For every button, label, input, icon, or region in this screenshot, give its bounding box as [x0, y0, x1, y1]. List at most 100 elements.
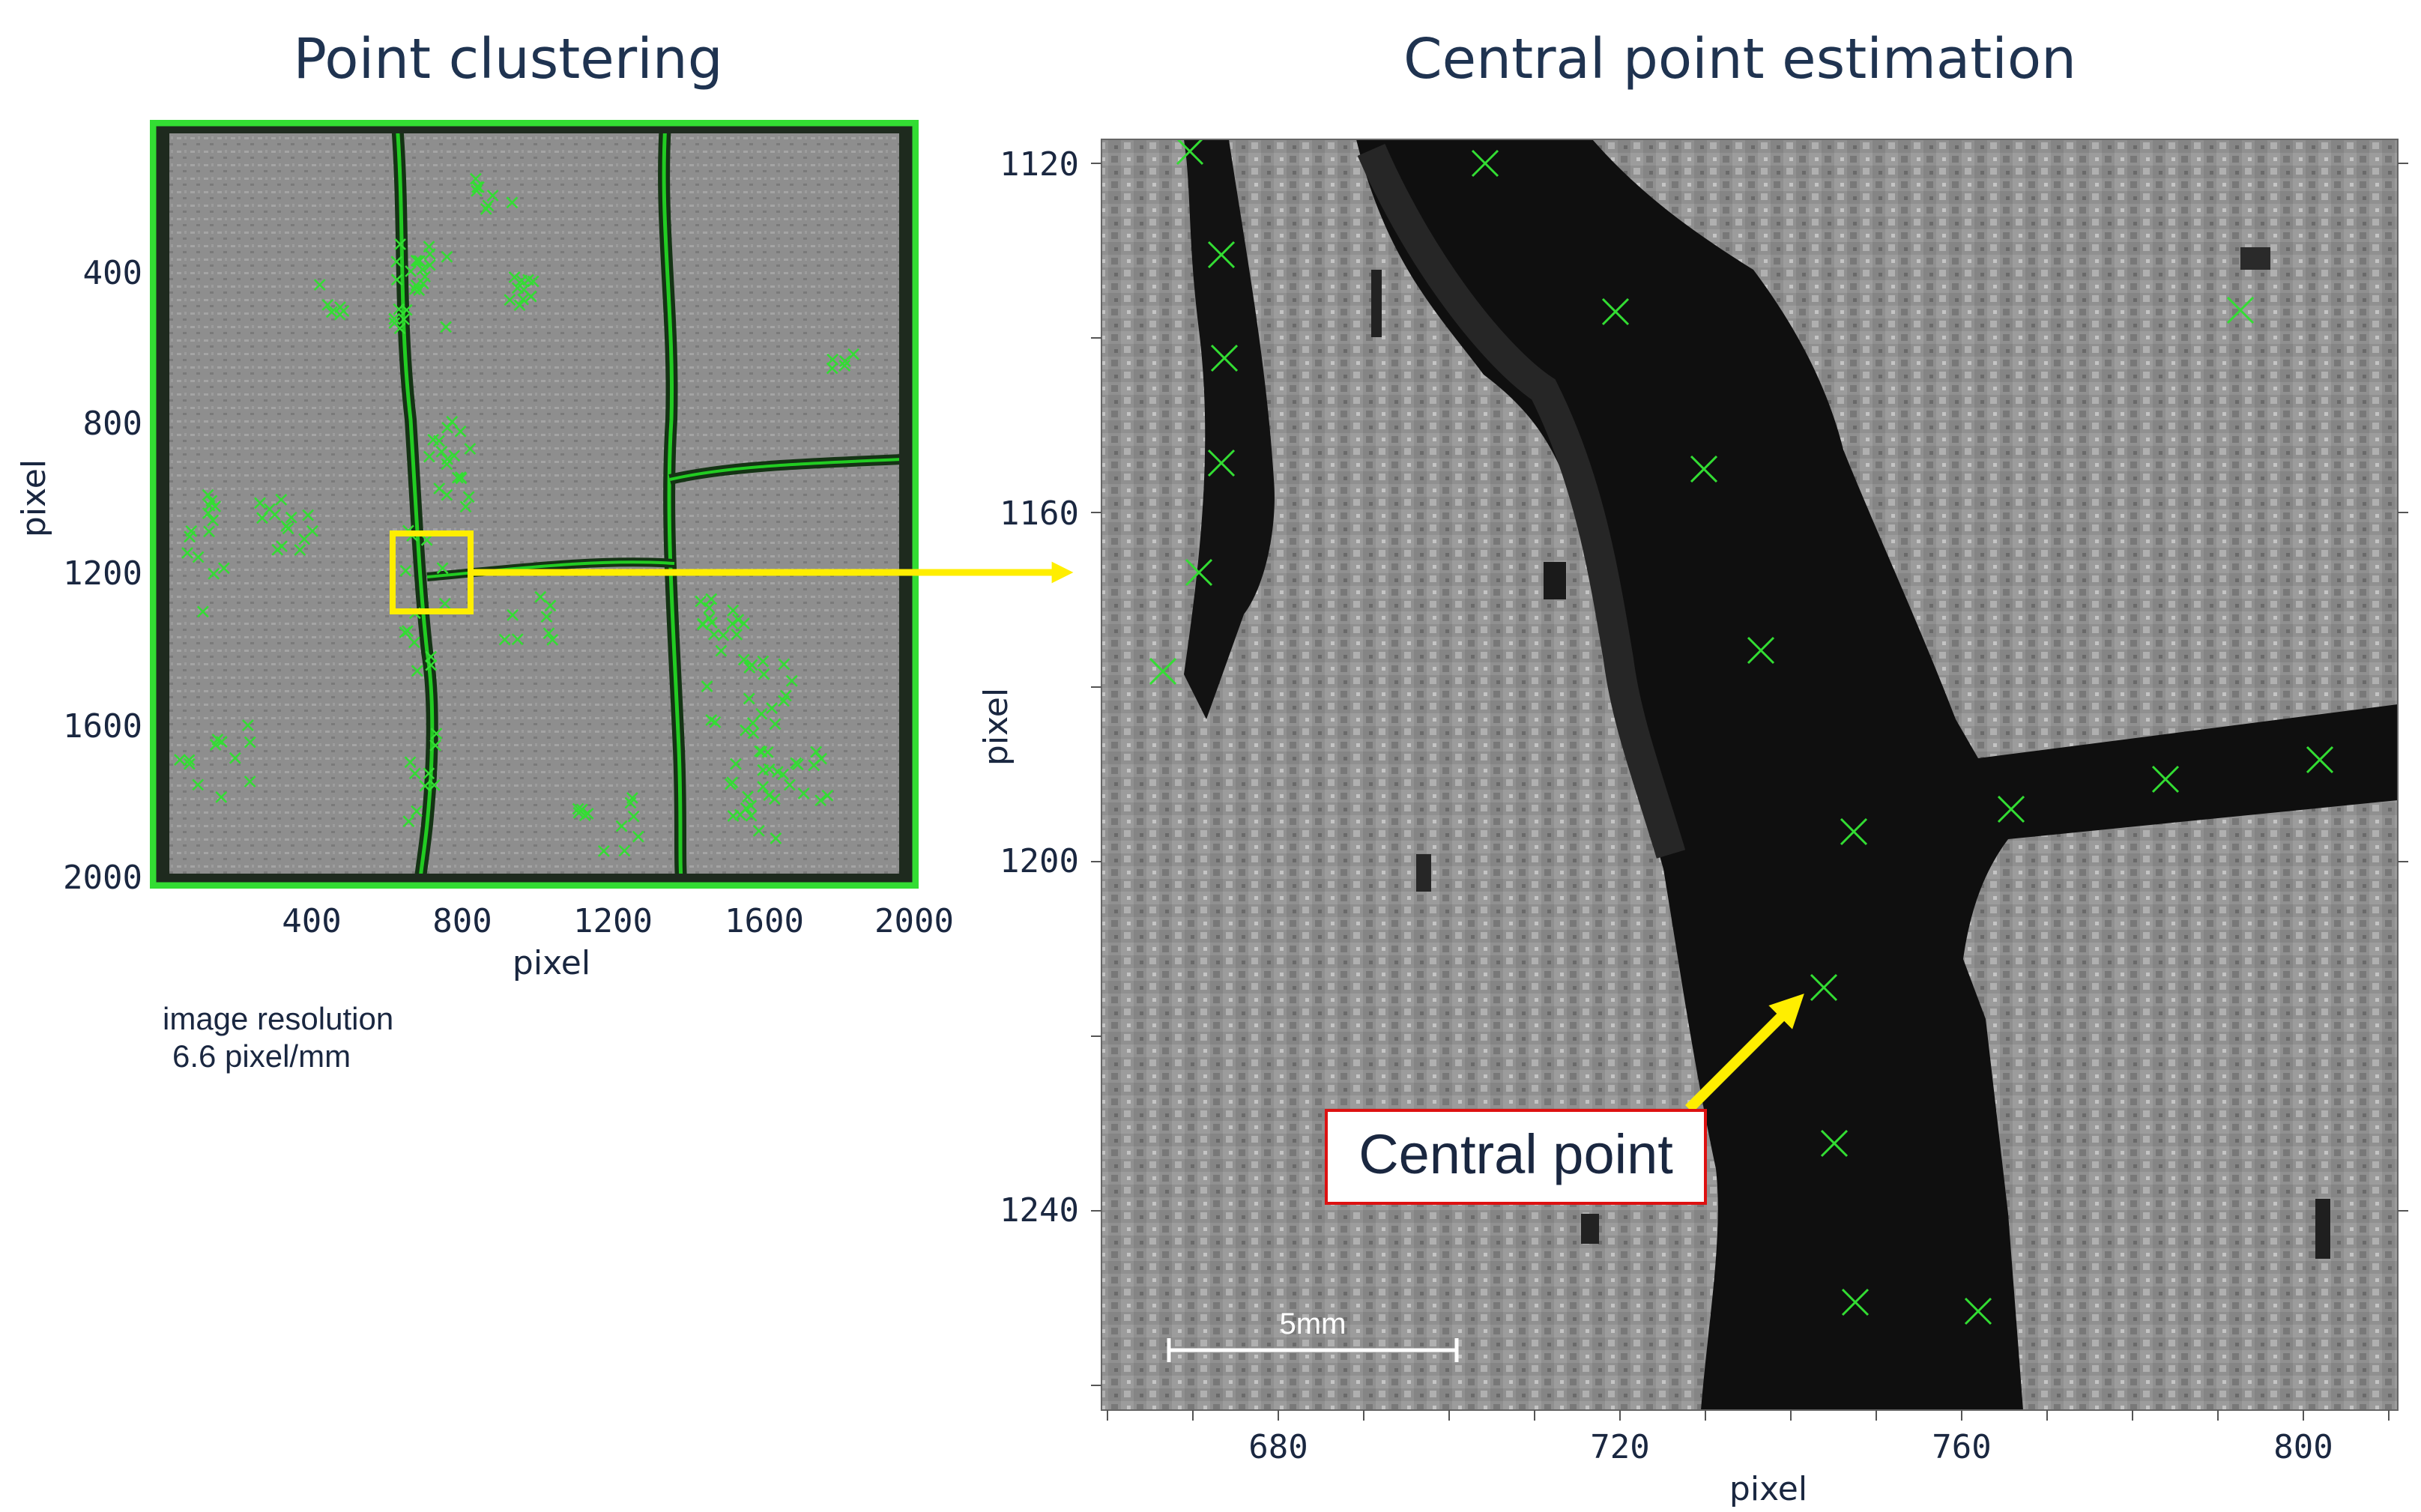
- point-marker: [1185, 558, 1213, 587]
- cluster-marker: [254, 497, 266, 509]
- cluster-marker: [618, 844, 631, 857]
- cluster-marker: [486, 190, 499, 202]
- cluster-marker: [436, 562, 449, 575]
- right-x-tick-760: 760: [1932, 1428, 1991, 1466]
- cluster-marker: [404, 756, 417, 769]
- cluster-marker: [742, 790, 754, 803]
- left-x-tick-400: 400: [282, 902, 341, 940]
- cluster-marker: [597, 845, 610, 857]
- cluster-marker: [275, 494, 288, 506]
- cluster-marker: [244, 736, 256, 749]
- point-marker: [1690, 455, 1718, 483]
- left-y-axis: 400 800 1200 1600 2000: [63, 254, 142, 897]
- cluster-marker: [441, 250, 453, 263]
- cluster-marker: [285, 511, 297, 524]
- cluster-marker: [401, 625, 414, 638]
- cluster-marker: [847, 348, 859, 360]
- cluster-marker: [471, 181, 483, 193]
- cluster-marker: [480, 203, 492, 215]
- cluster-marker: [402, 815, 415, 828]
- cluster-marker: [752, 825, 765, 837]
- cluster-marker: [441, 458, 453, 471]
- cluster-marker: [429, 740, 442, 752]
- cluster-marker: [785, 674, 798, 687]
- cluster-marker: [715, 644, 728, 657]
- cluster-marker: [757, 781, 770, 793]
- cluster-marker: [769, 718, 782, 731]
- cluster-marker: [423, 450, 435, 463]
- cluster-marker: [423, 258, 436, 271]
- cluster-marker: [709, 716, 722, 728]
- cluster-marker: [506, 196, 519, 209]
- cluster-marker: [758, 668, 770, 680]
- cluster-marker: [814, 794, 827, 807]
- cluster-marker: [726, 617, 739, 630]
- cluster-marker: [731, 628, 743, 641]
- cluster-marker: [417, 277, 429, 290]
- cluster-marker: [757, 655, 770, 668]
- cluster-marker: [737, 617, 750, 629]
- cluster-marker: [192, 778, 205, 791]
- point-marker: [1820, 1129, 1849, 1158]
- cluster-marker: [737, 653, 750, 666]
- cluster-marker: [451, 471, 464, 484]
- cluster-marker: [768, 793, 781, 805]
- cluster-marker: [627, 810, 640, 823]
- cluster-marker: [263, 503, 276, 515]
- cluster-marker: [192, 551, 205, 563]
- cluster-marker: [334, 301, 346, 313]
- right-y-tick-1200: 1200: [1000, 842, 1079, 880]
- cluster-marker: [810, 746, 823, 758]
- cluster-marker: [405, 265, 417, 277]
- cluster-marker: [390, 255, 403, 268]
- callout-label: Central point: [1358, 1123, 1673, 1185]
- cluster-marker: [761, 746, 774, 758]
- cluster-marker: [511, 282, 524, 294]
- cluster-marker: [411, 255, 424, 267]
- right-panel-title: Central point estimation: [1403, 27, 2076, 91]
- cluster-marker: [471, 184, 483, 197]
- left-y-tick-400: 400: [83, 254, 142, 292]
- cluster-marker: [423, 767, 435, 780]
- cluster-marker: [446, 416, 459, 428]
- left-y-tick-800: 800: [83, 405, 142, 443]
- cluster-marker: [784, 778, 796, 791]
- cluster-marker: [615, 820, 628, 832]
- point-marker: [1601, 297, 1630, 326]
- cluster-marker: [815, 752, 827, 765]
- cluster-marker: [732, 614, 745, 626]
- cluster-marker: [703, 602, 716, 614]
- cluster-marker: [432, 435, 445, 447]
- cluster-marker: [778, 658, 791, 671]
- cluster-marker: [717, 629, 730, 641]
- cluster-marker: [740, 724, 752, 737]
- left-y-tick-2000: 2000: [63, 859, 142, 897]
- cluster-marker: [209, 501, 222, 512]
- cluster-marker: [546, 634, 559, 646]
- cluster-marker: [734, 808, 746, 821]
- cluster-marker: [428, 778, 441, 791]
- cluster-marker: [743, 692, 755, 705]
- right-x-axis-label: pixel: [1729, 1470, 1807, 1508]
- left-x-tick-2000: 2000: [874, 902, 954, 940]
- left-y-axis-label: pixel: [15, 459, 53, 537]
- cluster-marker: [390, 273, 403, 286]
- cluster-marker: [438, 597, 451, 610]
- cluster-marker: [511, 633, 524, 646]
- cluster-marker: [797, 787, 810, 799]
- cluster-marker: [517, 293, 529, 306]
- left-panel-title: Point clustering: [293, 27, 722, 91]
- cluster-marker: [435, 446, 448, 458]
- cluster-marker: [399, 564, 412, 577]
- point-marker: [1964, 1297, 1992, 1325]
- cluster-marker: [459, 501, 472, 513]
- cluster-marker: [408, 636, 420, 649]
- point-marker: [1176, 139, 1204, 166]
- cluster-marker: [423, 248, 436, 260]
- cluster-marker: [208, 567, 220, 580]
- left-x-axis: 400 800 1200 1600 2000: [282, 902, 954, 940]
- cluster-marker: [181, 547, 193, 559]
- cluster-marker: [416, 263, 429, 276]
- right-axis-ticks: [1091, 163, 2408, 1421]
